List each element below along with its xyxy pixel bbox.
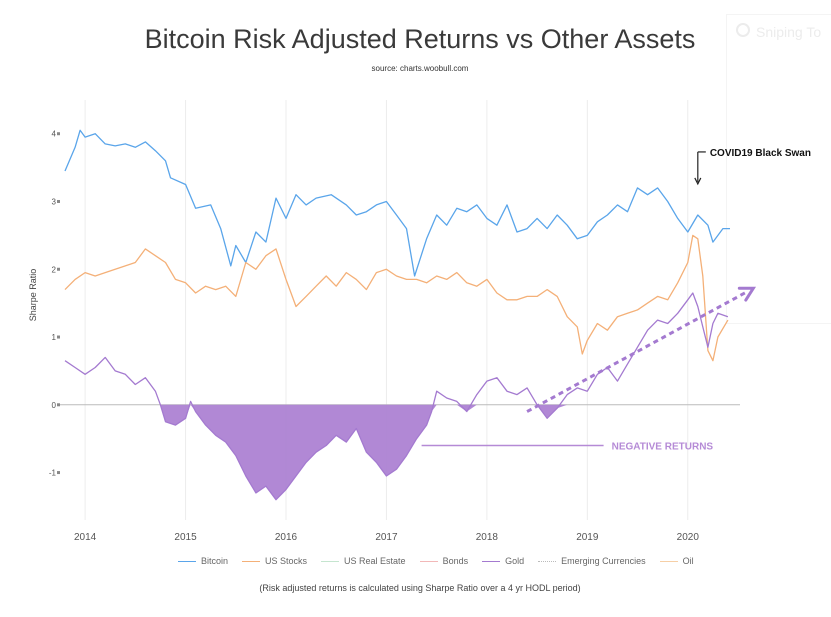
legend-item-emerging-currencies[interactable]: Emerging Currencies: [538, 556, 646, 566]
x-tick-label-2016: 2016: [275, 532, 298, 543]
legend-label: Emerging Currencies: [561, 556, 646, 566]
covid-annotation-label: COVID19 Black Swan: [710, 148, 811, 159]
chart-footnote: (Risk adjusted returns is calculated usi…: [259, 583, 581, 593]
legend-item-gold[interactable]: Gold: [482, 556, 524, 566]
legend-swatch: [482, 560, 501, 562]
x-tick-label-2014: 2014: [74, 532, 97, 543]
chart-legend: Bitcoin US Stocks US Real Estate Bonds Gold E…: [178, 556, 694, 566]
ghost-logo-icon: [736, 23, 750, 37]
x-tick-label-2018: 2018: [476, 532, 499, 543]
y-tick-label--1: -1: [49, 469, 57, 478]
legend-item-us-real-estate[interactable]: US Real Estate: [321, 556, 406, 566]
legend-swatch: [419, 560, 438, 562]
chart-subtitle: source: charts.woobull.com: [371, 64, 469, 73]
x-tick-label-2019: 2019: [576, 532, 599, 543]
series-line-bitcoin: [64, 129, 730, 277]
y-tick-mark--1: [57, 471, 60, 475]
legend-swatch: [178, 560, 196, 562]
gold-negative-area: [65, 404, 728, 500]
ghost-widget-text: Sniping To: [756, 24, 822, 40]
legend-label: US Real Estate: [344, 556, 406, 566]
x-tick-label-2017: 2017: [375, 532, 398, 543]
y-tick-label-3: 3: [52, 197, 57, 206]
y-tick-label-0: 0: [52, 401, 57, 410]
legend-swatch: [659, 560, 678, 562]
background-widget-panel: [726, 14, 831, 324]
y-tick-mark-3: [57, 199, 60, 203]
y-tick-mark-4: [57, 132, 60, 136]
y-tick-label-1: 1: [52, 333, 57, 342]
legend-item-bitcoin[interactable]: Bitcoin: [178, 556, 228, 566]
series-line-gold: [64, 292, 729, 501]
y-tick-label-2: 2: [52, 265, 57, 274]
legend-item-bonds[interactable]: Bonds: [419, 556, 469, 566]
x-tick-label-2015: 2015: [174, 532, 197, 543]
legend-item-us-stocks[interactable]: US Stocks: [242, 556, 307, 566]
trend-arrow-head: [737, 286, 757, 302]
legend-swatch: [321, 560, 340, 562]
legend-label: Oil: [682, 556, 694, 566]
y-axis-label: Sharpe Ratio: [28, 269, 38, 322]
chart-title: Bitcoin Risk Adjusted Returns vs Other A…: [144, 24, 696, 54]
legend-item-oil[interactable]: Oil: [659, 556, 694, 566]
covid-arrow-head: [694, 177, 702, 186]
y-tick-mark-1: [57, 335, 60, 339]
legend-label: Gold: [505, 556, 525, 566]
series-line-us-stocks: [64, 234, 729, 362]
legend-swatch: [538, 560, 557, 562]
trend-arrow-line: [526, 289, 749, 413]
legend-label: US Stocks: [265, 556, 308, 566]
x-tick-label-2020: 2020: [677, 532, 700, 543]
legend-label: Bonds: [442, 556, 469, 566]
legend-label: Bitcoin: [201, 556, 229, 566]
y-tick-mark-0: [57, 403, 60, 407]
legend-swatch: [242, 560, 261, 562]
negative-returns-label: NEGATIVE RETURNS: [612, 441, 714, 452]
y-tick-mark-2: [57, 267, 60, 271]
y-tick-label-4: 4: [52, 130, 57, 139]
